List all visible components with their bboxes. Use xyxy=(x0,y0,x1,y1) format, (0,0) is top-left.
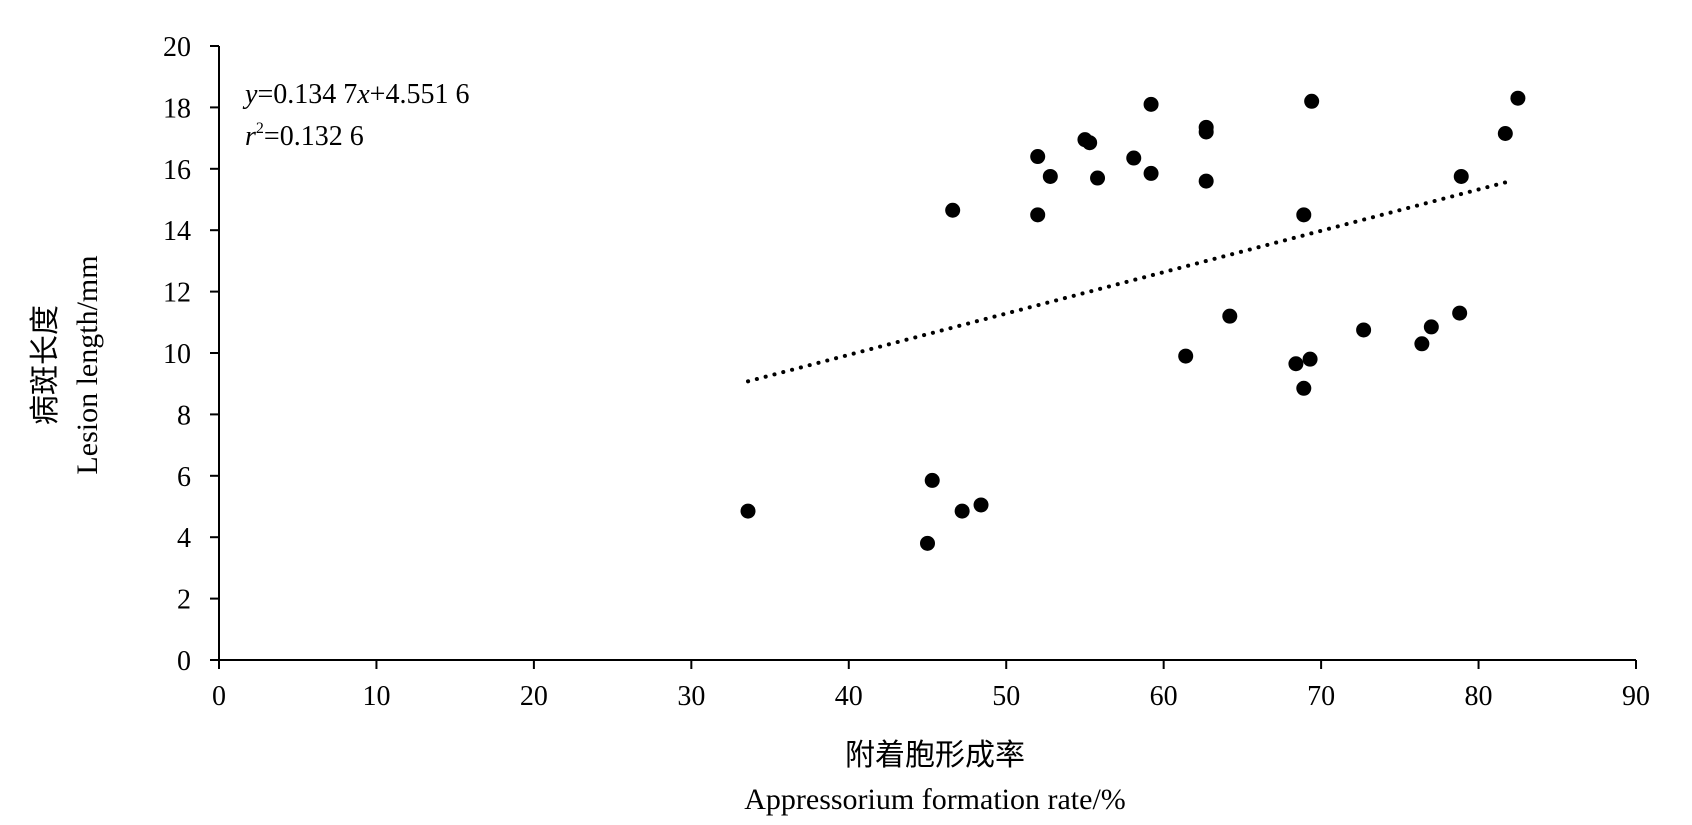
x-tick-label-4: 40 xyxy=(835,681,863,712)
data-point-14 xyxy=(1143,165,1159,181)
x-tick-label-7: 70 xyxy=(1307,681,1335,712)
x-tick-label-8: 80 xyxy=(1465,681,1493,712)
data-point-22 xyxy=(1296,207,1312,223)
y-tick-label-5: 10 xyxy=(163,339,191,370)
x-tick-label-3: 30 xyxy=(677,681,705,712)
data-point-13 xyxy=(1143,96,1159,112)
y-tick-label-8: 16 xyxy=(163,155,191,186)
y-axis-title-cn: 病斑长度 xyxy=(29,305,62,425)
y-axis-title-en-group: Lesion length/mm xyxy=(71,255,104,474)
data-point-6 xyxy=(1030,149,1046,165)
data-point-26 xyxy=(1414,336,1430,352)
y-tick-label-6: 12 xyxy=(163,278,191,309)
y-tick-label-9: 18 xyxy=(163,93,191,124)
data-point-21 xyxy=(1296,380,1312,396)
data-point-15 xyxy=(1178,348,1194,364)
data-point-28 xyxy=(1452,305,1468,321)
x-axis-title-cn: 附着胞形成率 xyxy=(845,739,1025,772)
y-axis-title-cn-group: 病斑长度 xyxy=(29,305,62,425)
x-tick-label-9: 90 xyxy=(1622,681,1650,712)
data-point-24 xyxy=(1304,93,1320,109)
equation-intercept: +4.551 6 xyxy=(370,79,470,110)
data-point-23 xyxy=(1302,351,1318,367)
axes-layer xyxy=(218,46,1636,661)
data-point-31 xyxy=(1510,90,1526,106)
y-tick-label-7: 14 xyxy=(163,216,191,247)
r-squared-var: r xyxy=(245,121,256,152)
x-tick-label-2: 20 xyxy=(520,681,548,712)
points-layer xyxy=(740,90,1526,551)
data-point-1 xyxy=(920,535,935,551)
data-point-29 xyxy=(1453,168,1469,184)
x-ticks: 0 10 20 30 40 50 60 70 80 90 xyxy=(212,660,1650,712)
x-tick-label-6: 60 xyxy=(1150,681,1178,712)
r-squared-value: =0.132 6 xyxy=(264,121,364,152)
data-point-0 xyxy=(740,503,756,519)
equation-y-var: y xyxy=(242,79,258,110)
regression-equation: y=0.134 7x+4.551 6 xyxy=(242,79,469,110)
data-point-12 xyxy=(1126,150,1142,166)
x-axis-title-en: Appressorium formation rate/% xyxy=(744,783,1126,816)
y-tick-label-0: 0 xyxy=(177,646,191,677)
data-point-4 xyxy=(954,503,970,519)
trendline xyxy=(746,179,1513,384)
y-tick-label-4: 8 xyxy=(177,400,191,431)
x-tick-label-1: 10 xyxy=(362,681,390,712)
y-ticks: 0 2 4 6 8 10 12 14 16 18 20 xyxy=(163,32,219,677)
data-point-27 xyxy=(1423,319,1439,335)
data-point-7 xyxy=(1030,207,1046,223)
y-tick-label-2: 4 xyxy=(177,523,191,554)
r-squared-superscript: 2 xyxy=(256,120,264,137)
data-point-18 xyxy=(1198,173,1214,189)
r-squared: r2=0.132 6 xyxy=(245,120,364,152)
y-tick-label-10: 20 xyxy=(163,32,191,63)
data-point-30 xyxy=(1497,125,1513,141)
equation-slope: =0.134 7 xyxy=(257,79,357,110)
x-tick-label-5: 50 xyxy=(992,681,1020,712)
data-point-8 xyxy=(1042,168,1058,184)
y-axis-title-en: Lesion length/mm xyxy=(71,255,104,474)
y-tick-label-1: 2 xyxy=(177,585,191,616)
x-tick-label-0: 0 xyxy=(212,681,226,712)
trendline-layer xyxy=(746,179,1513,384)
data-point-10 xyxy=(1082,135,1098,151)
data-point-3 xyxy=(945,202,961,218)
data-point-5 xyxy=(973,497,989,513)
data-point-17 xyxy=(1198,124,1214,140)
data-point-19 xyxy=(1222,308,1238,324)
y-tick-label-3: 6 xyxy=(177,462,191,493)
data-point-25 xyxy=(1356,322,1372,338)
equation-x-var: x xyxy=(356,79,370,110)
data-point-11 xyxy=(1090,170,1106,186)
data-point-2 xyxy=(924,472,940,488)
data-point-20 xyxy=(1288,356,1304,372)
